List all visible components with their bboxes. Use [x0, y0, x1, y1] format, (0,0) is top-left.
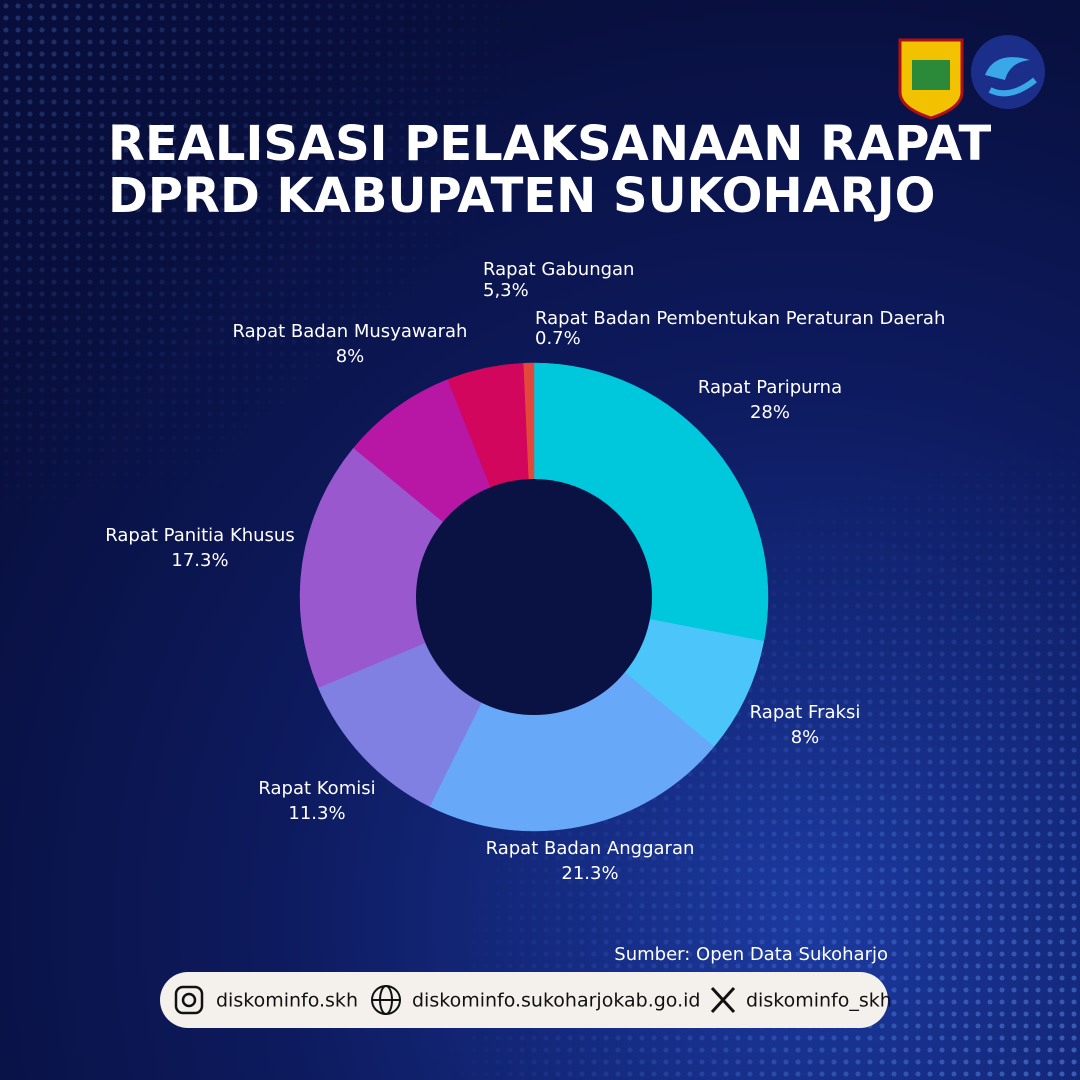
- slice-value: 28%: [750, 402, 790, 423]
- slice-value: 17.3%: [171, 550, 228, 571]
- slice-label: Rapat Paripurna: [698, 377, 842, 398]
- slice-label: Rapat Komisi: [258, 778, 375, 799]
- footer-website: diskominfo.sukoharjokab.go.id: [412, 990, 700, 1012]
- footer-x: diskominfo_skh: [746, 990, 892, 1012]
- title-line: DPRD KABUPATEN SUKOHARJO: [108, 168, 935, 224]
- slice-value: 21.3%: [561, 863, 618, 884]
- slice-label: Rapat Panitia Khusus: [105, 525, 294, 546]
- slice-value: 8%: [791, 727, 820, 748]
- title-line: REALISASI PELAKSANAAN RAPAT: [108, 116, 991, 172]
- logo-kominfo: [971, 35, 1045, 109]
- instagram-icon: [174, 985, 204, 1015]
- slice-value: 5,3%: [483, 280, 529, 301]
- x-icon: [710, 986, 736, 1014]
- slice-label: Rapat Badan Pembentukan Peraturan Daerah: [535, 308, 945, 329]
- slice-label: Rapat Fraksi: [750, 702, 861, 723]
- donut-chart: Rapat Paripurna 28% Rapat Fraksi 8% Rapat Ba…: [105, 259, 945, 884]
- slice-label: Rapat Badan Musyawarah: [233, 321, 468, 342]
- slice-label: Rapat Gabungan: [483, 259, 634, 280]
- slice-label: Rapat Badan Anggaran: [486, 838, 695, 859]
- source: Sumber: Open Data Sukoharjo: [614, 944, 888, 965]
- slice-value: 8%: [336, 346, 365, 367]
- donut-hole: [416, 479, 652, 715]
- footer-background: [160, 972, 888, 1028]
- slice-value: 0.7%: [535, 328, 581, 349]
- web-icon: [371, 985, 401, 1015]
- footer-bar: diskominfo.skh diskominfo.sukoharjokab.g…: [160, 972, 892, 1028]
- footer-instagram: diskominfo.skh: [216, 990, 358, 1012]
- logo-kabupaten: [898, 38, 964, 120]
- slice-value: 11.3%: [288, 803, 345, 824]
